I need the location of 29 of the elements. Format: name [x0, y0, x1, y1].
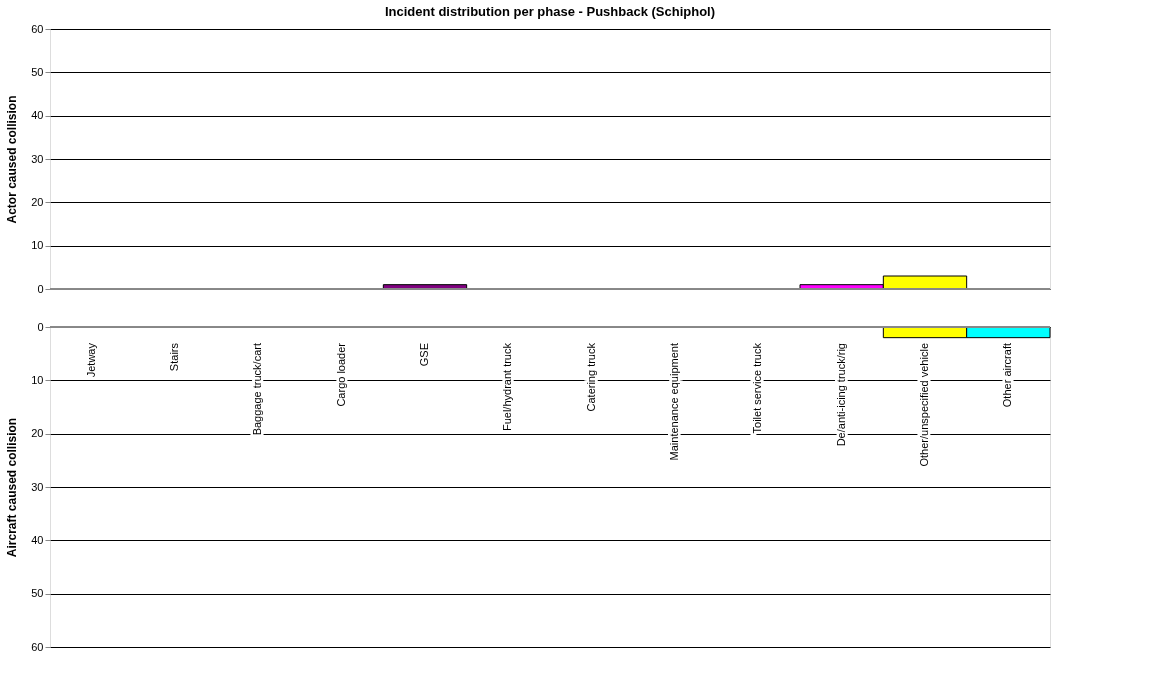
y-tick-label: 40 [31, 533, 44, 546]
x-tick-label: GSE [418, 343, 430, 367]
x-tick-label: Cargo loader [334, 342, 347, 407]
y-tick-label: 10 [31, 373, 44, 386]
x-tick-label: Other/unspecified vehicle [918, 343, 930, 467]
x-tick-label: Stairs [168, 342, 180, 372]
chart-title: Incident distribution per phase - Pushback (Schiphol) [384, 4, 716, 19]
y-axis-title: Aircraft caused collision [5, 417, 20, 558]
x-tick-label: Toilet service truck [751, 342, 764, 434]
x-tick-label: Jetway [84, 342, 97, 378]
y-tick-label: 30 [31, 480, 44, 493]
y-tick-label: 10 [31, 239, 44, 252]
y-tick-label: 0 [37, 320, 44, 333]
y-tick-label: 20 [31, 195, 44, 208]
y-tick-label: 40 [31, 109, 44, 122]
y-tick-label: 50 [31, 65, 44, 78]
y-tick-label: 50 [31, 587, 44, 600]
y-tick-label: 0 [37, 282, 44, 295]
y-tick-label: 60 [31, 22, 44, 35]
y-tick-label: 20 [31, 427, 44, 440]
x-tick-label: Fuel/hydrant truck [501, 342, 514, 432]
y-tick-label: 60 [31, 640, 44, 653]
x-tick-label: Baggage truck/cart [251, 343, 264, 436]
y-axis-title: Actor caused collision [5, 95, 20, 224]
y-tick-label: 30 [31, 152, 44, 165]
x-tick-label: Other aircraft [1001, 343, 1014, 408]
x-tick-label: Catering truck [584, 342, 597, 412]
x-tick-label: Maintenance equipment [668, 343, 680, 461]
x-tick-label: De/anti-icing truck/rig [834, 343, 847, 447]
